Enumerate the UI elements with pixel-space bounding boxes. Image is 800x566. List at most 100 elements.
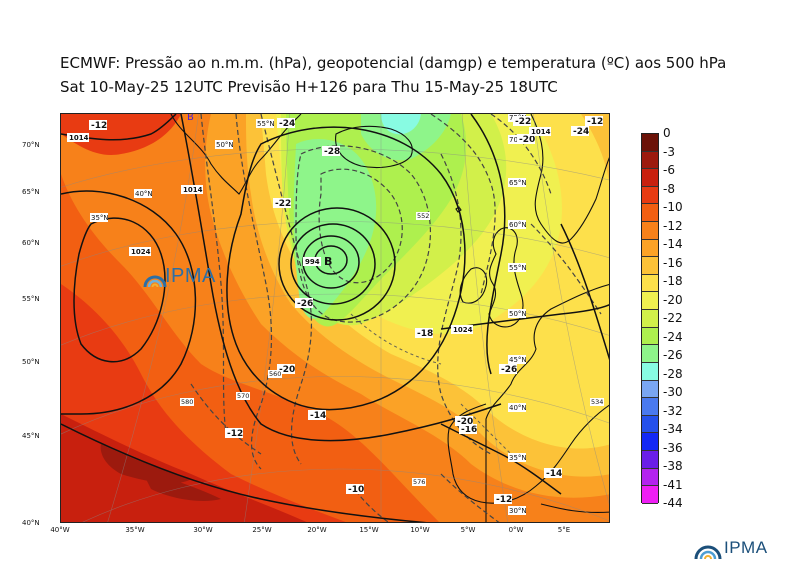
lat-label: 45°N bbox=[22, 432, 40, 440]
colorbar-label: -28 bbox=[663, 366, 683, 381]
pressure-label: 1024 bbox=[129, 247, 151, 256]
chart-title-line1: ECMWF: Pressão ao n.m.m. (hPa), geopoten… bbox=[60, 54, 727, 72]
pressure-label: 1024 bbox=[451, 325, 473, 334]
ipma-logo-icon bbox=[694, 545, 722, 560]
colorbar-cell bbox=[642, 362, 658, 381]
colorbar-cell bbox=[642, 151, 658, 170]
colorbar-cell bbox=[642, 222, 658, 240]
lon-label: 5°E bbox=[557, 526, 571, 534]
colorbar-label: -38 bbox=[663, 459, 683, 473]
svg-text:1024: 1024 bbox=[453, 326, 473, 334]
colorbar-label: -18 bbox=[663, 274, 683, 288]
colorbar-label: -30 bbox=[663, 385, 683, 399]
grid-label-text: 40°N bbox=[509, 404, 527, 412]
grid-label: 35°N bbox=[90, 213, 109, 222]
svg-text:-18: -18 bbox=[417, 329, 433, 339]
isobar-south-1 bbox=[61, 423, 427, 522]
temp-label: -12 bbox=[494, 494, 512, 505]
geopotential-labels: 570 560 552 580 576 534 bbox=[180, 212, 604, 486]
temp-label: -16 bbox=[459, 424, 477, 435]
grid-label-text: 35°N bbox=[91, 214, 109, 222]
temp-label: -26 bbox=[499, 364, 517, 375]
temp-label: -14 bbox=[308, 410, 326, 421]
isobar-1024-high bbox=[73, 217, 166, 363]
pressure-label: 1014 bbox=[529, 127, 551, 136]
colorbar-label: -14 bbox=[663, 237, 683, 251]
grid-label-text: 35°N bbox=[509, 454, 527, 462]
colorbar-cell bbox=[642, 398, 658, 416]
ipma-logo-map: IPMA bbox=[143, 265, 233, 291]
colorbar-label: -44 bbox=[663, 496, 683, 510]
isobar-east-far bbox=[560, 223, 609, 360]
colorbar-label: -12 bbox=[663, 218, 683, 233]
temperature-labels: -12 -12 -12 -10 -12 -14 -14 -16 -18 -20 … bbox=[89, 116, 603, 505]
svg-text:580: 580 bbox=[181, 398, 193, 406]
svg-text:-22: -22 bbox=[275, 199, 291, 209]
pressure-label: 994 bbox=[303, 257, 321, 266]
colorbar-label: -20 bbox=[663, 292, 683, 307]
temp-label: -20 bbox=[455, 416, 473, 427]
isobar-iberia bbox=[440, 423, 562, 495]
svg-text:-14: -14 bbox=[546, 469, 562, 479]
svg-text:-26: -26 bbox=[297, 299, 313, 309]
colorbar-cell bbox=[642, 204, 658, 223]
temp-fill-26 bbox=[293, 139, 377, 319]
svg-text:534: 534 bbox=[591, 398, 603, 406]
svg-text:-12: -12 bbox=[496, 495, 512, 505]
low-pressure-marker-top: B bbox=[187, 114, 194, 123]
lat-label: 65°N bbox=[22, 188, 40, 196]
geopotential-label: 552 bbox=[416, 212, 430, 220]
grid-label-text: 55°N bbox=[257, 120, 275, 128]
temp-label: -20 bbox=[517, 134, 535, 145]
colorbar-cell bbox=[642, 292, 658, 311]
svg-text:-12: -12 bbox=[91, 121, 107, 131]
lon-label: 40°W bbox=[50, 526, 70, 534]
colorbar-cell bbox=[642, 415, 658, 434]
pressure-labels: 1014 1014 1024 1024 1014 994 bbox=[67, 127, 551, 334]
grid-label-text: 60°N bbox=[509, 221, 527, 229]
colorbar-cell bbox=[642, 186, 658, 205]
mediterranean-coast bbox=[540, 503, 609, 513]
grid-label-text: 30°N bbox=[509, 507, 527, 515]
svg-text:994: 994 bbox=[305, 258, 320, 266]
lon-label: 10°W bbox=[410, 526, 430, 534]
temp-label: -10 bbox=[346, 484, 364, 495]
isobar-low-5 bbox=[226, 126, 466, 411]
colorbar-label: -6 bbox=[663, 163, 675, 177]
temp-label: -26 bbox=[295, 298, 313, 309]
grid-label-text: 55°N bbox=[509, 264, 527, 272]
svg-text:-22: -22 bbox=[515, 117, 531, 127]
lon-label: 15°W bbox=[359, 526, 379, 534]
grid-label: 50°N bbox=[508, 309, 527, 318]
ipma-logo: IPMA bbox=[694, 538, 784, 560]
lat-label: 55°N bbox=[22, 295, 40, 303]
colorbar-cell bbox=[642, 134, 658, 152]
weather-map: 55°N 50°N 40°N 35°N 65°N 60°N 55°N 50°N … bbox=[60, 113, 610, 523]
grid-label: 65°N bbox=[508, 178, 527, 187]
geopotential-label: 576 bbox=[412, 478, 426, 486]
ipma-logo-text: IPMA bbox=[724, 538, 768, 557]
colorbar-cell bbox=[642, 380, 658, 399]
colorbar-cell bbox=[642, 310, 658, 328]
scandinavia-coast bbox=[530, 114, 609, 244]
svg-text:570: 570 bbox=[237, 392, 249, 400]
temp-fill-6-sw bbox=[100, 444, 191, 484]
lat-label: 50°N bbox=[22, 358, 40, 366]
svg-text:-20: -20 bbox=[457, 417, 473, 427]
colorbar-label: -22 bbox=[663, 311, 683, 325]
svg-text:-24: -24 bbox=[573, 127, 589, 137]
svg-text:1014: 1014 bbox=[531, 128, 551, 136]
lon-label: 0°W bbox=[508, 526, 524, 534]
colorbar-cell bbox=[642, 433, 658, 451]
svg-text:552: 552 bbox=[417, 212, 429, 220]
pressure-label: 1014 bbox=[181, 185, 203, 194]
chart-title-line2: Sat 10-May-25 12UTC Previsão H+126 para … bbox=[60, 78, 558, 96]
svg-text:-20: -20 bbox=[279, 365, 295, 375]
colorbar-cell bbox=[642, 257, 658, 275]
geopotential-label: 570 bbox=[236, 392, 250, 400]
temp-label: -22 bbox=[513, 116, 531, 127]
ipma-logo-icon bbox=[143, 275, 167, 288]
temp-label: -22 bbox=[273, 198, 291, 209]
temp-label: -20 bbox=[277, 364, 295, 375]
ipma-logo-text: IPMA bbox=[165, 265, 216, 287]
